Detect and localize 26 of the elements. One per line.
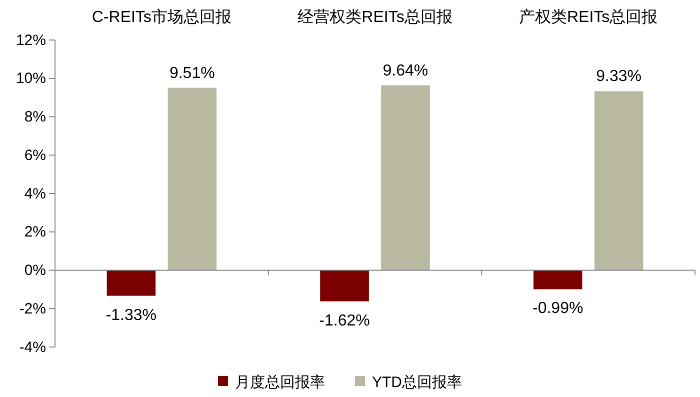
y-tick-label: -4% xyxy=(19,338,46,356)
data-label: -1.62% xyxy=(319,312,370,330)
y-tick-label: 2% xyxy=(24,224,46,241)
y-tick-label: 8% xyxy=(24,108,46,126)
data-label: 9.33% xyxy=(596,68,642,86)
bar xyxy=(106,270,156,296)
bar xyxy=(533,270,582,290)
y-tick-label: 4% xyxy=(24,185,46,202)
legend-label: 月度总回报率 xyxy=(235,374,325,391)
data-label: 9.51% xyxy=(169,64,215,82)
x-tick-label: 经营权类REITs总回报 xyxy=(298,8,452,26)
x-tick-label: C-REITs市场总回报 xyxy=(92,8,232,26)
data-label: -1.33% xyxy=(106,306,157,324)
data-label: -0.99% xyxy=(532,300,584,318)
bar xyxy=(168,88,217,270)
x-tick-label: 产权类REITs总回报 xyxy=(518,8,658,26)
y-tick-label: 6% xyxy=(24,146,46,164)
y-tick-label: -2% xyxy=(19,300,46,318)
legend-label: YTD总回报率 xyxy=(372,374,462,391)
y-tick-label: 12% xyxy=(16,32,46,49)
y-tick-label: 0% xyxy=(24,262,46,280)
bar xyxy=(594,91,644,270)
bar xyxy=(320,270,369,302)
data-label: 9.64% xyxy=(382,62,428,80)
y-tick-label: 10% xyxy=(16,70,46,88)
bar xyxy=(381,85,430,270)
